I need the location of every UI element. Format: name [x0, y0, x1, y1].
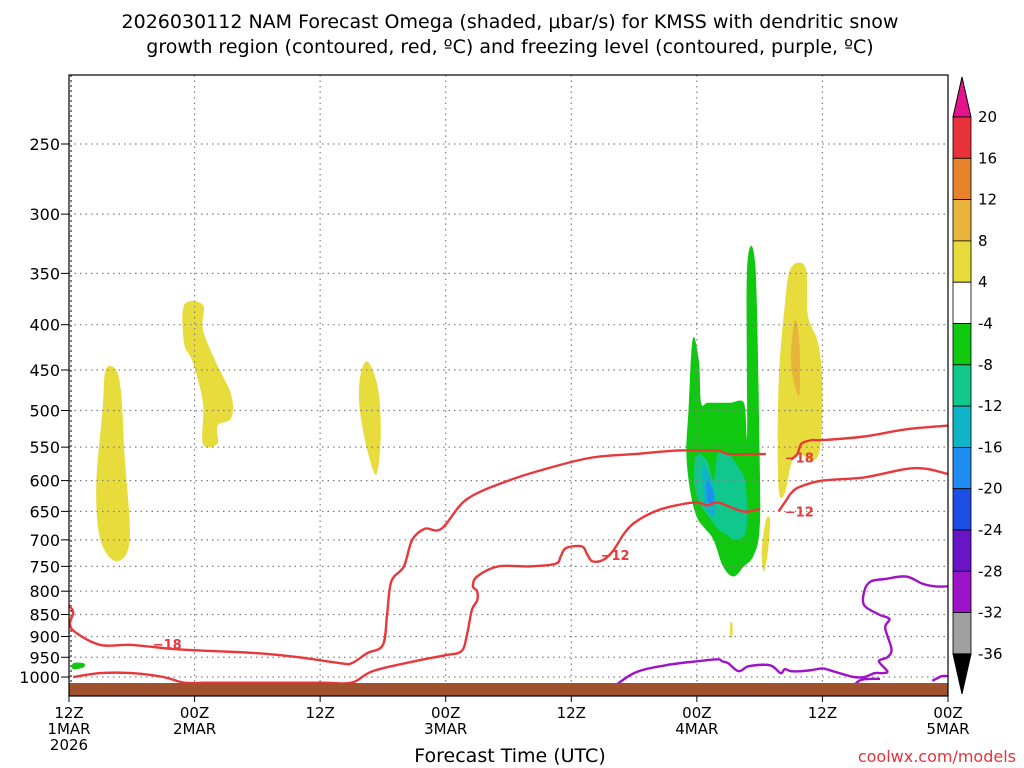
colorbar-label: -24: [978, 521, 1003, 539]
plot-frame: [68, 74, 949, 697]
omega-region: [358, 361, 381, 475]
colorbar-swatch: [952, 612, 972, 655]
colorbar-swatch: [952, 405, 972, 448]
colorbar-label: -16: [978, 438, 1003, 456]
x-tick-label: 00Z: [431, 704, 460, 722]
colorbar-swatch: [952, 364, 972, 407]
dendritic-contour: [790, 424, 948, 461]
y-tick-label: 600: [29, 472, 60, 491]
x-tick-label: 12Z: [808, 704, 837, 722]
x-tick-label: 5MAR: [926, 720, 969, 738]
omega-region: [761, 516, 771, 572]
freezing-level-contour: [606, 575, 948, 694]
dendritic-contour: [777, 466, 948, 513]
y-tick-label: 750: [29, 557, 60, 576]
colorbar-label: -8: [978, 356, 993, 374]
contour-label: −18: [785, 451, 814, 466]
y-tick-label: 250: [29, 135, 60, 154]
x-tick-label: 3MAR: [424, 720, 467, 738]
colorbar-swatch: [952, 529, 972, 572]
colorbar-label: 4: [978, 273, 988, 291]
plot-area: −18 −18 −12 −12: [68, 74, 949, 697]
colorbar-bottom-arrow: [952, 653, 972, 695]
y-tick-label: 500: [29, 402, 60, 421]
y-tick-label: 350: [29, 264, 60, 283]
colorbar-label: -20: [978, 480, 1003, 498]
x-tick-label: 00Z: [682, 704, 711, 722]
colorbar-swatch: [952, 570, 972, 613]
contour-label: −12: [601, 549, 630, 564]
x-tick-label: 4MAR: [675, 720, 718, 738]
x-tick-label: 2MAR: [173, 720, 216, 738]
y-tick-label: 900: [29, 627, 60, 646]
x-tick-label: 12Z: [54, 704, 83, 722]
colorbar-swatch: [952, 323, 972, 366]
grid-lines: [69, 75, 948, 696]
colorbar-label: 8: [978, 232, 988, 250]
freezing-level-contour: [931, 674, 948, 682]
omega-shading: [71, 245, 823, 670]
colorbar-label: -28: [978, 562, 1003, 580]
colorbar-label: 16: [978, 149, 997, 167]
x-tick-label: 2026: [50, 736, 88, 754]
colorbar-swatch: [952, 240, 972, 283]
omega-region: [730, 621, 733, 639]
colorbar-label: -32: [978, 604, 1003, 622]
colorbar-swatch: [952, 199, 972, 242]
x-tick-label: 00Z: [180, 704, 209, 722]
ground-surface: [69, 683, 948, 696]
y-tick-label: 550: [29, 438, 60, 457]
omega-region: [96, 365, 130, 562]
colorbar-label: 20: [978, 108, 997, 126]
omega-region: [71, 662, 85, 670]
colorbar-swatch: [952, 446, 972, 490]
y-tick-label: 650: [29, 502, 60, 521]
omega-region: [706, 480, 714, 506]
x-tick-label: 12Z: [305, 704, 334, 722]
contour-label: −18: [153, 638, 182, 653]
y-tick-label: 400: [29, 316, 60, 335]
credit-text: coolwx.com/models: [858, 747, 1016, 766]
y-tick-label: 950: [29, 648, 60, 667]
omega-region: [790, 319, 801, 397]
colorbar-swatch: [952, 157, 972, 201]
colorbar-label: -12: [978, 397, 1003, 415]
y-axis-ticks: 250 300 350 400 450 500 550 600 650 700 750 800 850 9…: [19, 135, 69, 687]
chart-title-line-2: growth region (contoured, red, ºC) and f…: [146, 36, 873, 58]
y-tick-label: 800: [29, 582, 60, 601]
contour-label: −12: [785, 505, 814, 520]
x-tick-label: 12Z: [557, 704, 586, 722]
colorbar-label: -36: [978, 645, 1003, 663]
colorbar-swatch: [952, 281, 972, 324]
colorbar-top-arrow: [952, 76, 972, 118]
colorbar: 20 16 12 8 4 -4 -8 -12 -16 -20 -24 -28 -32 -36: [952, 76, 1003, 695]
contour-lines: −18 −18 −12 −12: [69, 424, 948, 694]
x-tick-label: 00Z: [933, 704, 962, 722]
y-tick-label: 850: [29, 606, 60, 625]
colorbar-label: -4: [978, 315, 993, 333]
dendritic-contour: [73, 501, 760, 685]
chart-title-line-1: 2026030112 NAM Forecast Omega (shaded, μ…: [122, 11, 899, 33]
x-tick-label: 1MAR: [47, 720, 90, 738]
y-tick-label: 700: [29, 531, 60, 550]
colorbar-swatch: [952, 488, 972, 531]
dendritic-contour: [69, 449, 766, 666]
omega-region: [182, 301, 234, 448]
y-tick-label: 450: [29, 361, 60, 380]
colorbar-swatch: [952, 116, 972, 159]
y-tick-label: 1000: [19, 668, 60, 687]
y-tick-label: 300: [29, 205, 60, 224]
x-axis-title: Forecast Time (UTC): [414, 745, 605, 767]
colorbar-label: 12: [978, 191, 997, 209]
